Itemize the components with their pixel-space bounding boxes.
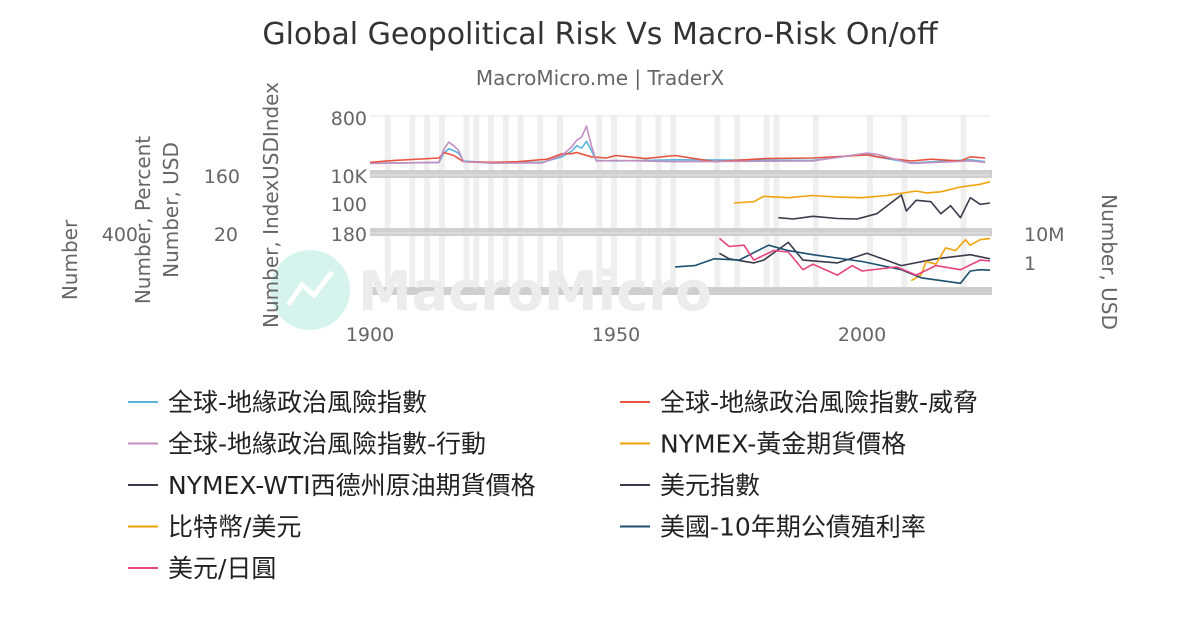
shade-band-18 xyxy=(763,115,770,291)
shade-band-9 xyxy=(537,115,544,291)
panel-separator-2 xyxy=(370,228,992,236)
shade-band-13 xyxy=(635,115,642,291)
legend-label-9: 美元/日圓 xyxy=(168,554,276,583)
series-layer xyxy=(369,125,991,285)
shade-band-2 xyxy=(424,115,431,291)
shade-band-19 xyxy=(773,115,780,291)
x-tick-label-2000: 2000 xyxy=(838,324,886,346)
shade-band-11 xyxy=(596,115,603,291)
y-axis-label-3: Number, USD xyxy=(159,142,183,278)
y-tick-label-400: 400 xyxy=(102,224,138,246)
chart-subtitle: MacroMicro.me | TraderX xyxy=(476,66,725,90)
y-tick-label-10k: 10K xyxy=(330,166,367,188)
watermark: MacroMicro xyxy=(270,250,712,330)
shade-band-3 xyxy=(438,115,445,291)
series-line-2-2 xyxy=(778,194,991,220)
y-tick-label-160: 160 xyxy=(204,166,240,188)
legend-label-6: 美元指數 xyxy=(660,471,760,500)
legend-label-5: NYMEX-WTI西德州原油期貨價格 xyxy=(168,471,536,500)
shade-band-0 xyxy=(384,115,391,291)
legend-label-1: 全球-地緣政治風險指數 xyxy=(168,388,427,417)
series-line-1-2 xyxy=(369,151,986,164)
background-layer xyxy=(370,115,992,295)
series-line-3-3 xyxy=(675,244,991,285)
y-axis-label-1: Number xyxy=(58,219,82,300)
shade-band-23 xyxy=(960,115,967,291)
shade-band-7 xyxy=(502,115,509,291)
y-tick-label-10m: 10M xyxy=(1024,224,1065,246)
shade-band-15 xyxy=(670,115,677,291)
x-tick-label-1950: 1950 xyxy=(592,324,640,346)
series-line-1-1 xyxy=(369,140,986,164)
shade-band-8 xyxy=(517,115,524,291)
watermark-text: MacroMicro xyxy=(358,260,712,323)
series-line-1-3 xyxy=(369,125,986,165)
legend-label-4: NYMEX-黃金期貨價格 xyxy=(660,430,906,459)
series-line-2-1 xyxy=(734,180,991,204)
shade-band-6 xyxy=(488,115,494,291)
tick-layer: 1900 1950 2000 800 160 10K 100 20 180 400 10M 1 xyxy=(102,108,1065,346)
chart-title: Global Geopolitical Risk Vs Macro-Risk O… xyxy=(262,17,939,52)
watermark-logo-mark xyxy=(285,270,334,307)
series-line-3-2 xyxy=(910,237,991,282)
y-axis-label-2: Number, Percent xyxy=(131,136,155,304)
series-line-3-4 xyxy=(718,237,991,276)
shade-band-5 xyxy=(473,115,480,291)
legend-label-7: 比特幣/美元 xyxy=(168,513,301,542)
shade-band-14 xyxy=(655,115,662,291)
y-tick-label-1: 1 xyxy=(1024,253,1036,275)
shade-band-21 xyxy=(866,115,873,291)
y-axis-label-right: Number, USD xyxy=(1097,194,1121,330)
shade-band-10 xyxy=(556,115,563,291)
x-tick-label-1900: 1900 xyxy=(346,324,394,346)
panel-separator-3 xyxy=(370,287,992,295)
panel-separator-1 xyxy=(370,170,992,178)
shade-band-4 xyxy=(463,115,470,291)
series-line-3-1 xyxy=(719,241,991,267)
legend-label-3: 全球-地緣政治風險指數-行動 xyxy=(168,430,486,459)
legend-label-2: 全球-地緣政治風險指數-威脅 xyxy=(660,388,978,417)
y-tick-label-20: 20 xyxy=(214,224,238,246)
shade-band-1 xyxy=(409,115,416,291)
y-axis-label-4: Number, IndexUSDIndex xyxy=(259,82,283,328)
y-tick-label-800: 800 xyxy=(331,108,367,130)
shade-band-12 xyxy=(611,115,618,291)
y-tick-label-180: 180 xyxy=(331,224,367,246)
y-tick-label-100: 100 xyxy=(331,194,367,216)
shade-band-16 xyxy=(714,115,721,291)
legend-label-8: 美國-10年期公債殖利率 xyxy=(660,513,926,542)
shade-band-20 xyxy=(812,115,819,291)
